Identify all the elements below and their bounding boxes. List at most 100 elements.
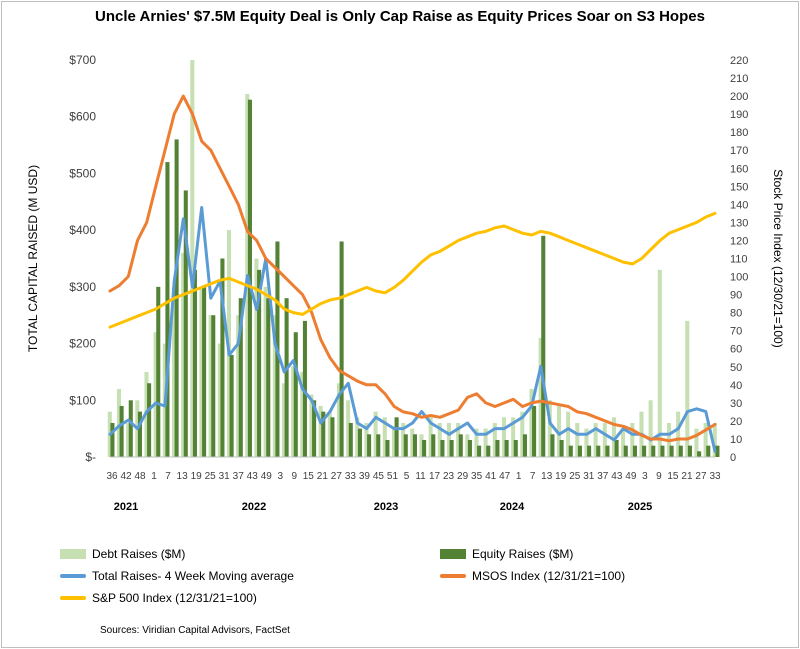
debt-bar-9 (190, 60, 195, 457)
y2-tick-label: 210 (730, 73, 748, 85)
y2-tick-label: 110 (730, 254, 748, 266)
debt-bar-17 (263, 286, 268, 457)
debt-bar-26 (346, 400, 351, 457)
equity-bar-29 (376, 434, 381, 457)
year-label: 2022 (242, 501, 266, 513)
y2-tick-label: 60 (730, 344, 742, 356)
x-tick-label: 19 (555, 471, 567, 482)
x-tick-label: 49 (261, 471, 273, 482)
equity-bar-55 (614, 439, 619, 457)
equity-bar-28 (367, 434, 372, 457)
equity-bar-46 (532, 405, 537, 457)
x-tick-label: 5 (404, 471, 410, 482)
equity-bar-40 (477, 445, 482, 457)
equity-bar-58 (642, 445, 647, 457)
debt-bar-35 (428, 417, 433, 457)
debt-bar-49 (556, 405, 561, 457)
year-label: 2025 (628, 501, 652, 513)
debt-bar-34 (419, 434, 424, 457)
y-axis-title: TOTAL CAPITAL RAISED (M USD) (26, 165, 40, 352)
debt-bar-8 (181, 252, 186, 457)
debt-bar-57 (630, 422, 635, 457)
equity-bar-21 (302, 320, 307, 457)
debt-bar-30 (382, 417, 387, 457)
debt-bar-45 (520, 411, 525, 457)
equity-bar-63 (687, 445, 692, 457)
y2-tick-label: 70 (730, 326, 742, 338)
equity-bar-13 (229, 354, 234, 457)
y2-tick-label: 10 (730, 434, 742, 446)
year-label: 2023 (374, 501, 398, 513)
x-tick-label: 9 (656, 471, 662, 482)
legend-equity: Equity Raises ($M) (440, 547, 573, 561)
x-tick-label: 48 (134, 471, 146, 482)
sp500-index-line (108, 211, 717, 329)
y2-tick-label: 20 (730, 416, 742, 428)
debt-bar-62 (676, 411, 681, 457)
x-tick-label: 45 (373, 471, 385, 482)
x-tick-label: 36 (106, 471, 118, 482)
legend-debt-swatch (60, 549, 86, 559)
equity-bar-44 (513, 439, 518, 457)
y2-tick-label: 0 (730, 452, 736, 464)
x-tick-label: 35 (471, 471, 483, 482)
x-tick-label: 33 (345, 471, 357, 482)
x-tick-label: 27 (331, 471, 343, 482)
equity-bar-23 (321, 411, 326, 457)
equity-bar-17 (266, 298, 271, 457)
debt-bars (107, 60, 717, 458)
legend-msos-swatch (440, 574, 466, 578)
x-tick-label: 37 (233, 471, 245, 482)
x-tick-label: 41 (485, 471, 497, 482)
axes: $- $100 $200 $300 $400 $500 $600 $700 0 10 20 30 40 5… (26, 53, 785, 513)
x-tick-label: 11 (415, 471, 426, 482)
y2-tick-label: 100 (730, 272, 748, 284)
debt-bar-54 (602, 422, 607, 457)
equity-bar-9 (192, 269, 197, 457)
legend-sp500-swatch (60, 596, 86, 600)
debt-bar-27 (355, 417, 360, 457)
y-tick-label: $500 (69, 166, 96, 180)
x-tick-label: 31 (583, 471, 595, 482)
debt-bar-51 (575, 422, 580, 457)
legend-total-swatch (60, 574, 86, 578)
equity-bar-30 (385, 439, 390, 457)
debt-bar-31 (391, 428, 396, 457)
equity-bar-19 (284, 298, 289, 457)
legend-equity-swatch (440, 549, 466, 559)
debt-bar-37 (446, 422, 451, 457)
debt-bar-19 (281, 383, 286, 457)
x-tick-label: 9 (292, 471, 298, 482)
equity-bar-26 (348, 422, 353, 457)
y2-tick-label: 220 (730, 55, 748, 67)
x-tick-label: 1 (151, 471, 157, 482)
debt-bar-25 (336, 383, 341, 457)
x-tick-label: 3 (642, 471, 648, 482)
equity-bar-1 (119, 405, 124, 457)
equity-bar-54 (605, 445, 610, 457)
equity-bar-4 (147, 383, 152, 457)
x-tick-label: 15 (667, 471, 679, 482)
debt-bar-66 (712, 422, 717, 457)
legend-equity-label: Equity Raises ($M) (472, 547, 574, 561)
x-tick-label: 3 (277, 471, 283, 482)
y-tick-label: $- (85, 450, 96, 464)
equity-bar-51 (577, 445, 582, 457)
equity-bar-35 (431, 434, 436, 457)
debt-bar-41 (483, 428, 488, 457)
equity-bar-49 (559, 439, 564, 457)
y-tick-label: $300 (69, 280, 96, 294)
debt-bar-40 (474, 428, 479, 457)
equity-bar-24 (330, 417, 335, 457)
x-tick-label: 49 (625, 471, 637, 482)
x-tick-label: 33 (709, 471, 721, 482)
equity-bar-64 (697, 451, 702, 457)
debt-bar-52 (584, 428, 589, 457)
equity-bar-60 (660, 445, 665, 457)
debt-bar-65 (703, 422, 708, 457)
equity-bar-50 (568, 445, 573, 457)
debt-bar-21 (300, 371, 305, 457)
equity-bar-11 (211, 315, 216, 457)
legend-msos: MSOS Index (12/31/21=100) (440, 569, 625, 583)
